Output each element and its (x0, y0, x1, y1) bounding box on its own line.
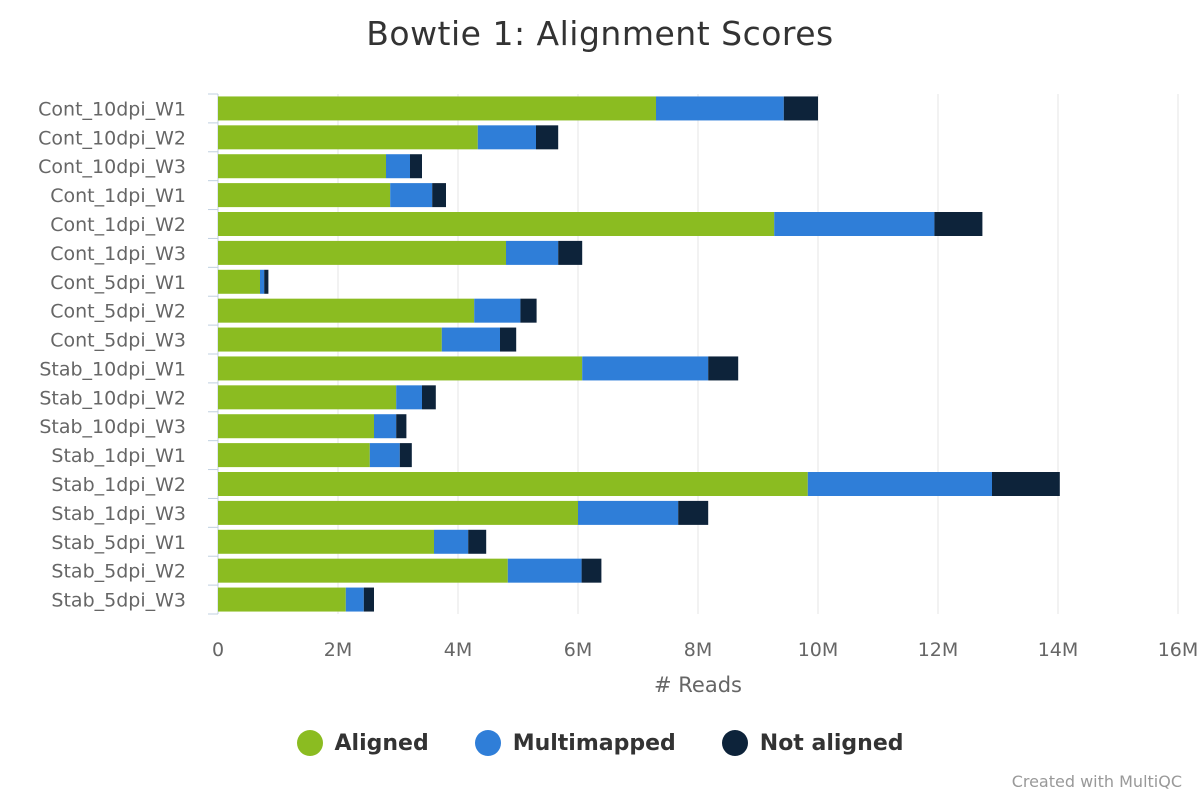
bar-not-aligned[interactable] (468, 529, 487, 554)
bar-not-aligned[interactable] (432, 183, 446, 208)
category-label: Stab_10dpi_W1 (39, 358, 186, 380)
x-tick-label: 14M (1038, 639, 1079, 661)
legend-label: Aligned (334, 730, 429, 756)
bar-not-aligned[interactable] (536, 125, 559, 150)
bar-aligned[interactable] (218, 96, 656, 121)
category-label: Cont_5dpi_W2 (50, 301, 186, 323)
x-tick-label: 4M (444, 639, 472, 661)
category-label: Cont_10dpi_W3 (38, 156, 186, 178)
bar-aligned[interactable] (218, 472, 808, 496)
category-label: Cont_10dpi_W2 (38, 127, 186, 149)
bar-aligned[interactable] (218, 212, 775, 236)
category-label: Stab_5dpi_W1 (51, 532, 186, 554)
bar-multimapped[interactable] (386, 154, 410, 179)
category-label: Stab_5dpi_W3 (51, 590, 186, 612)
category-label: Cont_1dpi_W2 (50, 214, 186, 236)
bar-multimapped[interactable] (390, 183, 433, 208)
x-tick-label: 12M (918, 639, 959, 661)
x-tick-label: 8M (684, 639, 712, 661)
x-tick-label: 0 (212, 639, 224, 661)
legend-swatch (721, 730, 748, 756)
bar-not-aligned[interactable] (264, 269, 269, 294)
bar-not-aligned[interactable] (520, 298, 537, 323)
bar-multimapped[interactable] (369, 443, 400, 468)
category-label: Stab_10dpi_W3 (39, 416, 186, 438)
bar-not-aligned[interactable] (992, 472, 1060, 496)
bar-multimapped[interactable] (345, 587, 364, 612)
bar-multimapped[interactable] (656, 96, 784, 121)
x-tick-label: 6M (564, 639, 592, 661)
x-tick-label: 2M (324, 639, 352, 661)
category-label: Cont_5dpi_W3 (50, 330, 186, 352)
bar-aligned[interactable] (218, 240, 506, 265)
bar-not-aligned[interactable] (934, 212, 983, 236)
x-axis-title: # Reads (654, 673, 742, 697)
bar-aligned[interactable] (218, 500, 578, 525)
bar-aligned[interactable] (218, 385, 397, 410)
category-label: Stab_1dpi_W1 (51, 445, 186, 467)
category-label: Stab_5dpi_W2 (51, 561, 186, 583)
bar-not-aligned[interactable] (422, 385, 436, 410)
bar-aligned[interactable] (218, 356, 583, 381)
bar-multimapped[interactable] (260, 269, 265, 294)
bar-aligned[interactable] (218, 587, 346, 612)
bar-aligned[interactable] (218, 443, 370, 468)
legend-swatch (474, 730, 501, 756)
bar-multimapped[interactable] (474, 298, 521, 323)
category-label: Cont_5dpi_W1 (50, 272, 186, 294)
bar-multimapped[interactable] (807, 472, 992, 496)
x-tick-label: 10M (798, 639, 839, 661)
bar-multimapped[interactable] (441, 327, 500, 352)
bar-aligned[interactable] (218, 327, 442, 352)
bar-not-aligned[interactable] (678, 500, 709, 525)
bar-not-aligned[interactable] (396, 414, 407, 439)
bar-not-aligned[interactable] (783, 96, 818, 121)
bar-aligned[interactable] (218, 154, 386, 179)
bar-aligned[interactable] (218, 414, 374, 439)
legend-item-not-aligned[interactable]: Not aligned (721, 730, 904, 756)
legend-label: Multimapped (512, 730, 676, 756)
bar-not-aligned[interactable] (410, 154, 422, 179)
bar-multimapped[interactable] (582, 356, 709, 381)
bar-aligned[interactable] (218, 269, 260, 294)
bar-not-aligned[interactable] (500, 327, 517, 352)
legend-swatch (296, 730, 323, 756)
category-label: Cont_10dpi_W1 (38, 98, 186, 120)
bar-aligned[interactable] (218, 298, 475, 323)
bar-not-aligned[interactable] (708, 356, 739, 381)
bar-aligned[interactable] (218, 183, 391, 208)
category-label: Cont_1dpi_W3 (50, 243, 186, 265)
bar-aligned[interactable] (218, 529, 434, 554)
bar-not-aligned[interactable] (581, 558, 602, 583)
chart-title: Bowtie 1: Alignment Scores (366, 14, 834, 53)
bar-not-aligned[interactable] (363, 587, 374, 612)
bar-multimapped[interactable] (374, 414, 397, 439)
x-tick-label: 16M (1158, 639, 1199, 661)
legend: Aligned Multimapped Not aligned (0, 730, 1200, 756)
category-label: Stab_1dpi_W2 (51, 474, 186, 496)
category-label: Cont_1dpi_W1 (50, 185, 186, 207)
bar-aligned[interactable] (218, 125, 478, 150)
bar-multimapped[interactable] (434, 529, 469, 554)
bar-multimapped[interactable] (578, 500, 679, 525)
legend-label: Not aligned (759, 730, 904, 756)
credits-text[interactable]: Created with MultiQC (1011, 772, 1182, 791)
legend-item-aligned[interactable]: Aligned (296, 730, 429, 756)
bar-aligned[interactable] (218, 558, 508, 583)
legend-item-multimapped[interactable]: Multimapped (474, 730, 676, 756)
bar-multimapped[interactable] (507, 558, 582, 583)
bar-not-aligned[interactable] (399, 443, 412, 468)
bar-multimapped[interactable] (396, 385, 422, 410)
bar-multimapped[interactable] (477, 125, 536, 150)
bar-not-aligned[interactable] (558, 240, 583, 265)
category-label: Stab_1dpi_W3 (51, 503, 186, 525)
bar-multimapped[interactable] (774, 212, 935, 236)
bar-multimapped[interactable] (506, 240, 559, 265)
category-label: Stab_10dpi_W2 (39, 387, 186, 409)
